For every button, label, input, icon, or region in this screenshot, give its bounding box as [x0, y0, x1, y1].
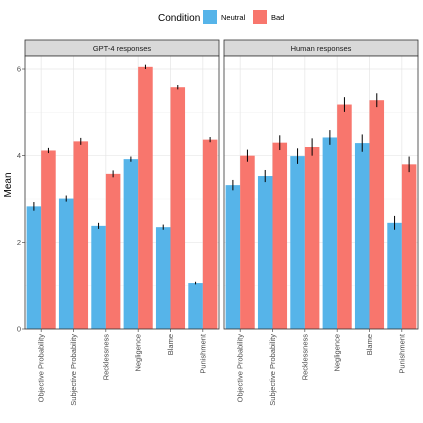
- bar-bad: [337, 104, 352, 330]
- panel-title: Human responses: [291, 44, 352, 53]
- bar-neutral: [26, 206, 42, 329]
- bar-neutral: [58, 198, 74, 329]
- bar-bad: [138, 66, 153, 329]
- bar-neutral: [91, 225, 106, 329]
- x-tick-label: Subjective Probability: [268, 334, 277, 406]
- panel-2: Human responses Objective Probability Subj…: [223, 39, 419, 406]
- bar-bad: [304, 147, 320, 329]
- bar-neutral: [354, 143, 370, 329]
- legend-swatch-bad: [253, 10, 267, 24]
- panels: 0 2 4 6 GPT-4 responses Objective Probability…: [17, 39, 419, 406]
- bar-bad: [41, 150, 56, 329]
- bar-bad: [401, 164, 417, 329]
- bar-bad: [272, 142, 288, 329]
- x-tick-label: Blame: [166, 334, 175, 355]
- x-tick-label: Objective Probability: [236, 334, 245, 403]
- legend-label-neutral: Neutral: [221, 13, 246, 22]
- bar-bad: [202, 139, 218, 329]
- bar-bad: [240, 155, 255, 329]
- legend-label-bad: Bad: [271, 13, 284, 22]
- bar-neutral: [257, 176, 273, 329]
- y-tick-label: 2: [17, 238, 21, 247]
- bar-neutral: [387, 222, 402, 329]
- bar-neutral: [290, 156, 305, 329]
- bar-neutral: [188, 283, 203, 329]
- bar-neutral: [225, 185, 241, 329]
- x-tick-label: Negligence: [134, 334, 143, 372]
- y-axis-title: Mean: [3, 172, 14, 197]
- bar-bad: [73, 141, 89, 329]
- legend: Condition Neutral Bad: [158, 10, 284, 24]
- bar-bad: [369, 100, 385, 329]
- panel-border: [223, 55, 419, 330]
- bar-bad: [105, 173, 121, 329]
- bar-neutral: [155, 227, 171, 329]
- x-tick-label: Punishment: [397, 333, 406, 374]
- x-tick-label: Recklessness: [300, 334, 309, 381]
- plot-area: [224, 56, 418, 329]
- legend-title: Condition: [158, 13, 200, 24]
- bar-bad: [170, 87, 186, 329]
- y-tick-label: 4: [17, 151, 21, 160]
- y-tick-label: 6: [17, 65, 21, 74]
- bar-neutral: [123, 159, 139, 329]
- bar-neutral: [322, 137, 338, 329]
- x-tick-label: Punishment: [198, 333, 207, 374]
- legend-swatch-neutral: [203, 10, 217, 24]
- y-tick-label: 0: [17, 325, 21, 334]
- x-tick-label: Negligence: [333, 334, 342, 372]
- panel-border: [24, 55, 220, 330]
- panel-title: GPT-4 responses: [93, 44, 152, 53]
- plot-area: [25, 56, 219, 329]
- x-tick-label: Recklessness: [101, 334, 110, 381]
- x-tick-label: Blame: [365, 334, 374, 355]
- x-tick-label: Subjective Probability: [69, 334, 78, 406]
- x-tick-label: Objective Probability: [37, 334, 46, 403]
- panel-1: GPT-4 responses Objective Probability Subj…: [24, 39, 220, 406]
